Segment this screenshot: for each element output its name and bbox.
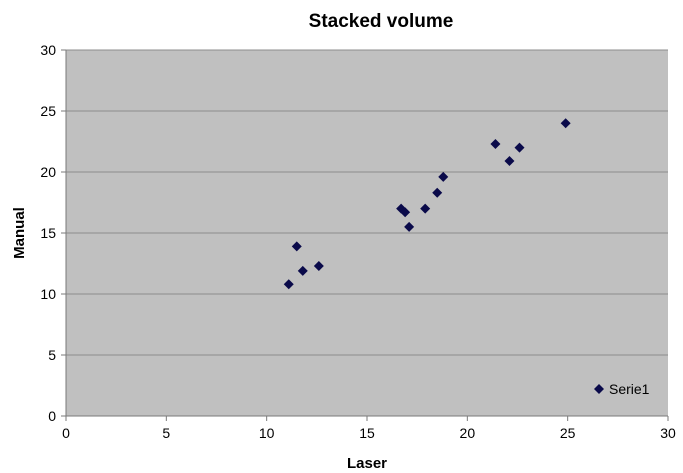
x-tick-label: 0 — [62, 425, 70, 441]
y-tick-label: 0 — [48, 408, 56, 424]
data-point — [283, 279, 294, 290]
y-tick-label: 15 — [40, 225, 56, 241]
y-tick-label: 20 — [40, 164, 56, 180]
x-tick-label: 10 — [259, 425, 275, 441]
legend-marker — [594, 384, 604, 394]
data-point — [313, 260, 324, 271]
x-tick-label: 15 — [359, 425, 375, 441]
x-tick-label: 5 — [162, 425, 170, 441]
data-point — [560, 118, 571, 129]
x-tick-label: 30 — [660, 425, 676, 441]
data-point — [432, 187, 443, 198]
data-point — [504, 156, 515, 167]
y-axis-label: Manual — [11, 207, 28, 259]
legend: Serie1 — [585, 374, 665, 402]
data-point — [438, 171, 449, 182]
x-axis-ticks: 0 5 10 15 20 25 30 — [62, 416, 676, 441]
data-points — [283, 118, 571, 290]
grid-lines — [66, 49, 668, 356]
y-tick-label: 10 — [40, 286, 56, 302]
data-point — [490, 138, 501, 149]
x-tick-label: 20 — [460, 425, 476, 441]
x-axis-label: Laser — [347, 455, 387, 472]
data-point — [404, 221, 415, 232]
y-tick-label: 5 — [48, 347, 56, 363]
data-point — [400, 207, 411, 218]
y-tick-label: 25 — [40, 103, 56, 119]
x-tick-label: 25 — [560, 425, 576, 441]
legend-label: Serie1 — [609, 381, 650, 397]
chart-title: Stacked volume — [309, 11, 454, 32]
y-tick-label: 30 — [40, 42, 56, 58]
data-point — [420, 203, 431, 214]
data-point — [291, 241, 302, 252]
data-point — [297, 265, 308, 276]
data-point — [514, 142, 525, 153]
y-axis-ticks: 0 5 10 15 20 25 30 — [40, 42, 66, 424]
